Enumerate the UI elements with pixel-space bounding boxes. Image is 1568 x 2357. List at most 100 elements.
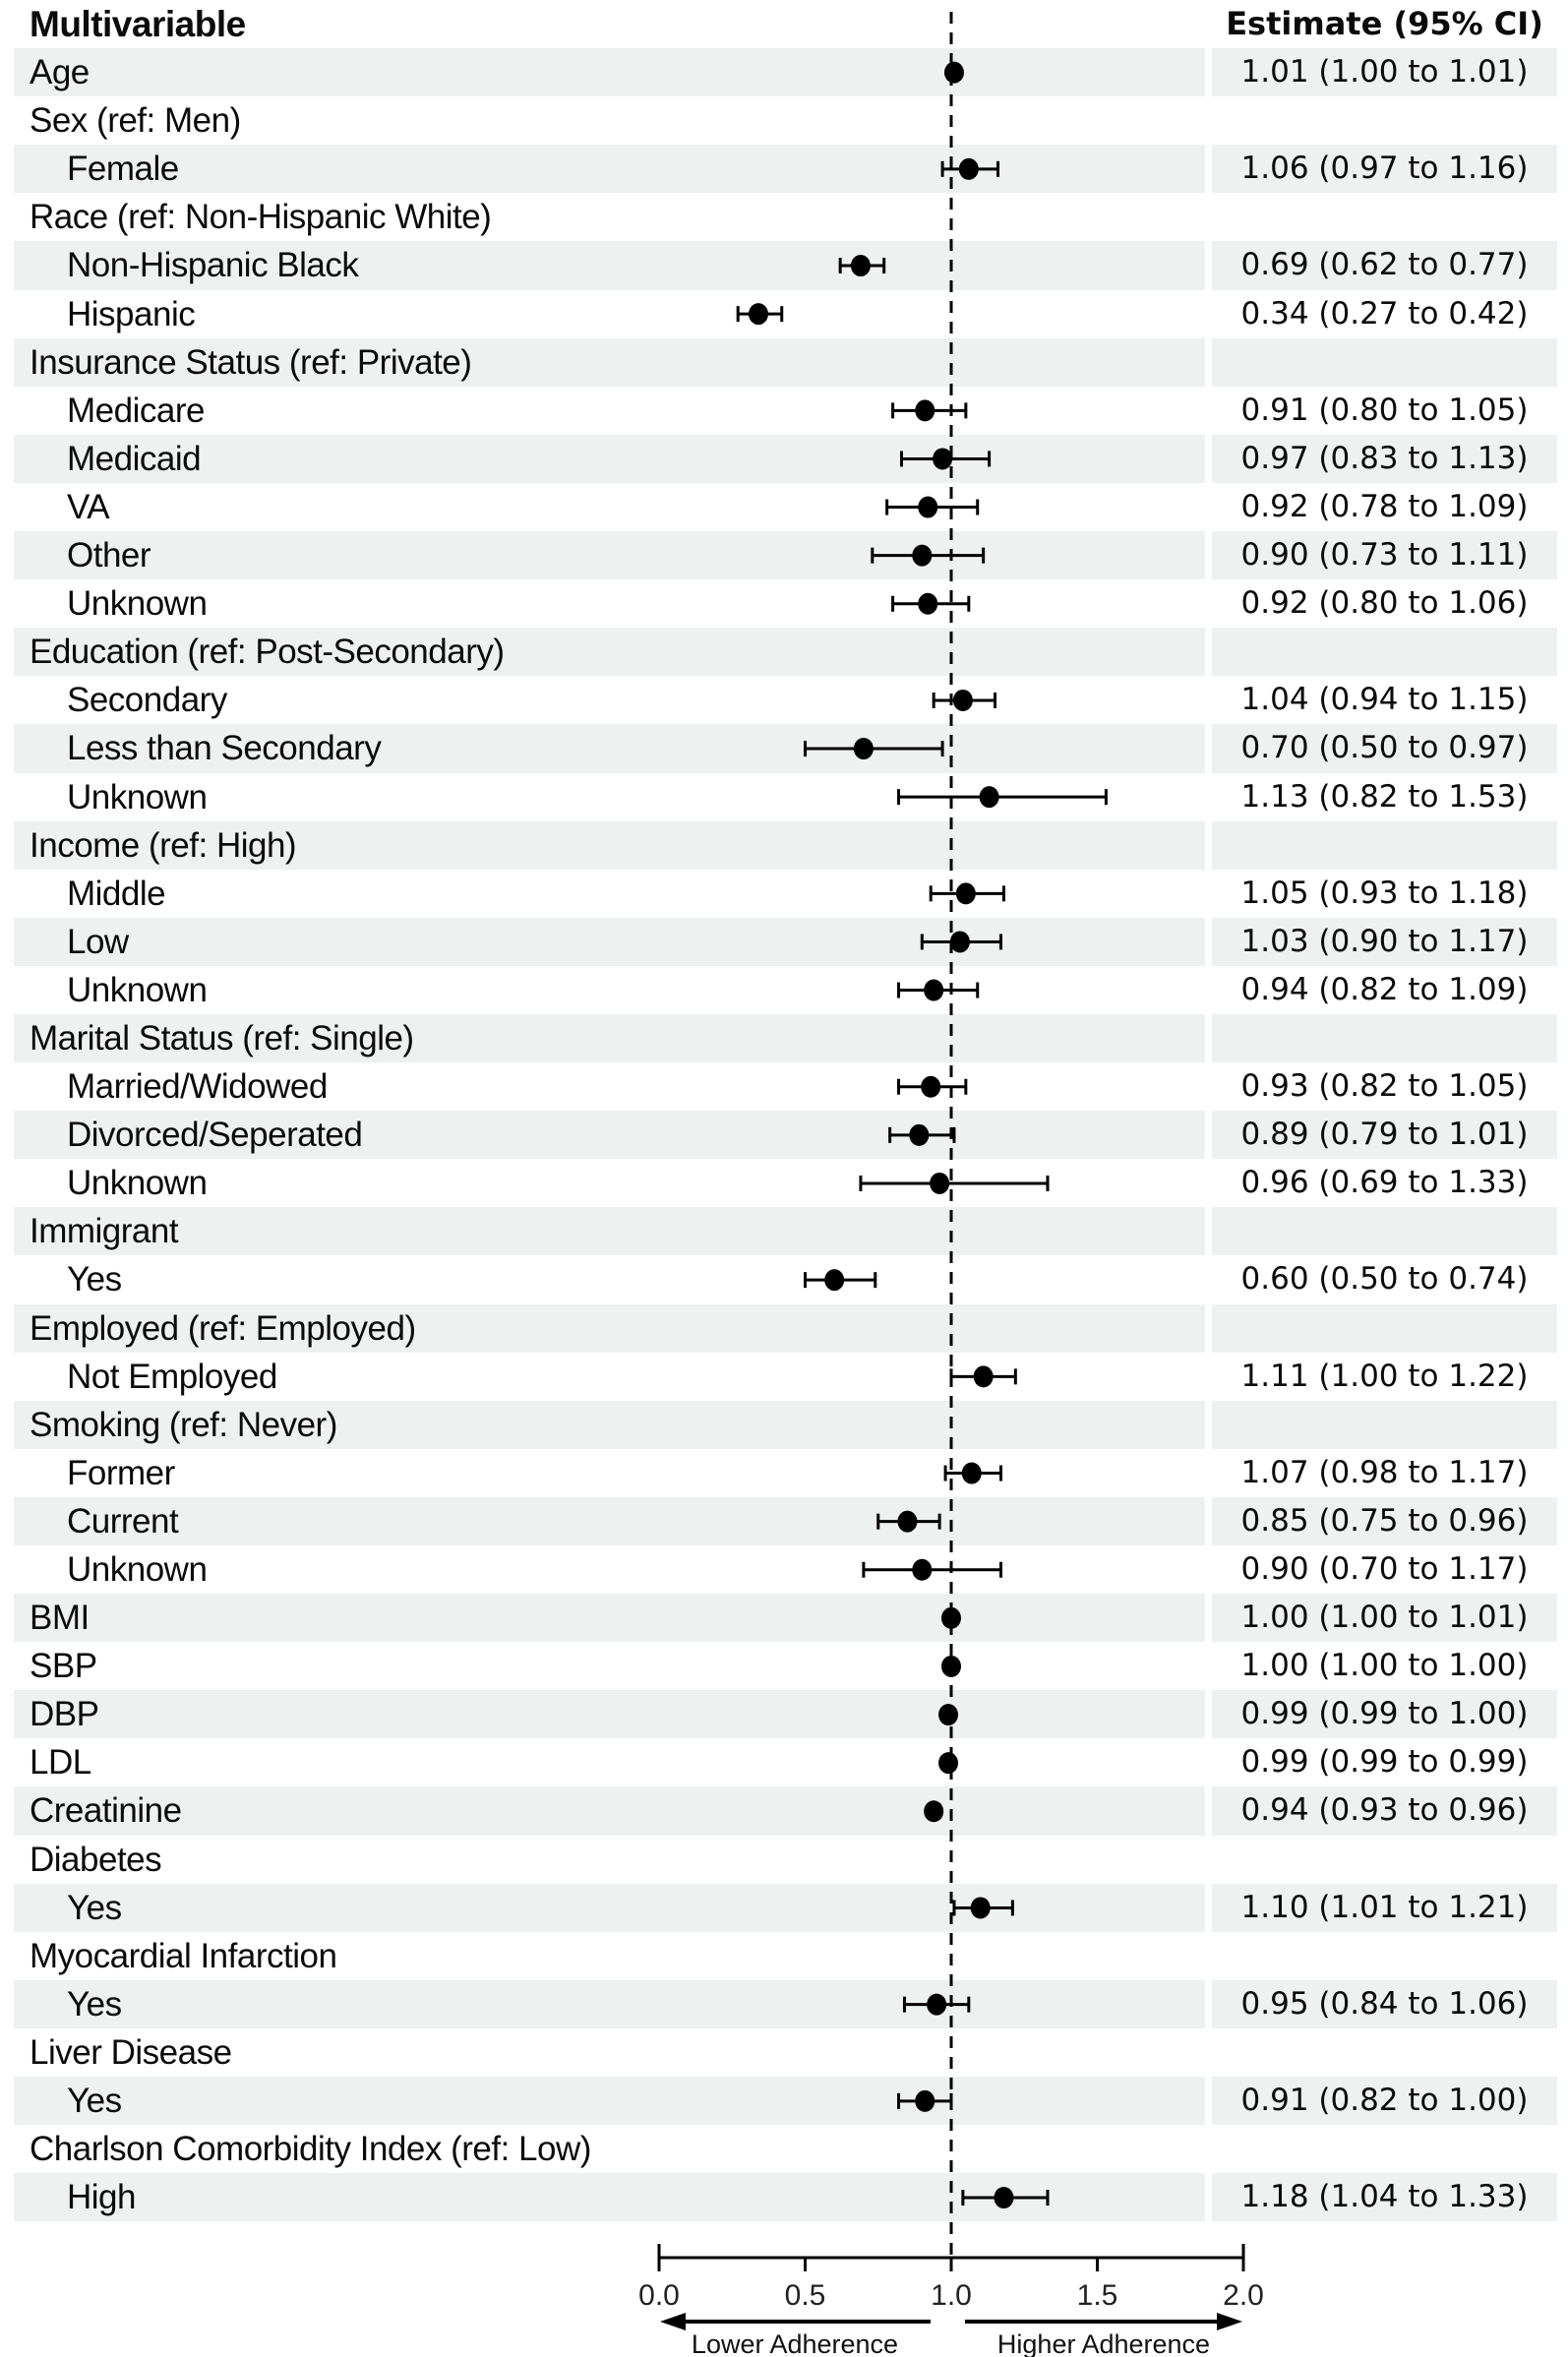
row-estimate: 0.94 (0.82 to 1.09) (1240, 971, 1529, 1007)
row-label-indented: Less than Secondary (67, 729, 382, 768)
row-label-indented: Yes (67, 1888, 122, 1927)
row-stripe (14, 1786, 1205, 1836)
row-label: DBP (30, 1695, 99, 1734)
row-estimate: 0.95 (0.84 to 1.06) (1240, 1985, 1529, 2022)
table-row: LDL 0.99 (0.99 to 0.99) (0, 1738, 1568, 1786)
higher-adherence-label: Higher Adherence (997, 2329, 1210, 2357)
estimate-column-header: Estimate (95% CI) (1226, 5, 1543, 42)
row-label-indented: Yes (67, 1984, 122, 2024)
row-stripe (1212, 1496, 1557, 1545)
row-stripe (14, 434, 1205, 483)
row-estimate: 0.91 (0.80 to 1.05) (1240, 392, 1529, 428)
row-stripe (1212, 1786, 1557, 1836)
row-stripe (1212, 1594, 1557, 1643)
direction-arrows: Lower Adherence Higher Adherence (660, 2313, 1242, 2357)
row-label-indented: Current (67, 1501, 179, 1541)
row-estimate: 1.05 (0.93 to 1.18) (1240, 875, 1529, 911)
row-label-indented: Former (67, 1453, 175, 1492)
row-label: Creatinine (30, 1791, 182, 1831)
table-row: Divorced/Seperated 0.89 (0.79 to 1.01) (0, 1111, 1568, 1160)
table-row: Insurance Status (ref: Private) (0, 337, 1568, 387)
x-axis-tick-label: 0.0 (638, 2279, 680, 2312)
x-axis-tick-label: 0.5 (785, 2279, 826, 2312)
table-row: Female 1.06 (0.97 to 1.16) (0, 145, 1568, 194)
row-estimate: 0.90 (0.73 to 1.11) (1240, 537, 1529, 574)
table-row: Yes 1.10 (1.01 to 1.21) (0, 1883, 1568, 1932)
row-label-indented: Married/Widowed (67, 1067, 328, 1107)
row-estimate: 0.93 (0.82 to 1.05) (1240, 1068, 1529, 1105)
row-label-indented: Unknown (67, 1164, 208, 1203)
row-label-indented: Yes (67, 1260, 122, 1299)
row-stripe (14, 1883, 1205, 1932)
row-estimate: 0.85 (0.75 to 0.96) (1240, 1502, 1529, 1539)
row-label: Sex (ref: Men) (30, 101, 241, 141)
row-label: Immigrant (30, 1212, 179, 1251)
row-stripe (14, 1690, 1205, 1739)
table-row: Education (ref: Post-Secondary) (0, 628, 1568, 677)
row-stripe (1212, 1883, 1557, 1932)
table-row: High 1.18 (1.04 to 1.33) (0, 2173, 1568, 2222)
x-axis-tick-label: 1.5 (1077, 2279, 1118, 2312)
row-stripe (1212, 724, 1557, 773)
table-row: BMI 1.00 (1.00 to 1.01) (0, 1594, 1568, 1643)
row-label-indented: Other (67, 536, 151, 575)
row-label: Charlson Comorbidity Index (ref: Low) (30, 2130, 591, 2169)
row-estimate: 0.90 (0.70 to 1.17) (1240, 1551, 1529, 1587)
row-estimate: 1.13 (0.82 to 1.53) (1240, 778, 1529, 815)
table-row: Former 1.07 (0.98 to 1.17) (0, 1449, 1568, 1497)
row-stripe (1212, 917, 1557, 966)
row-stripe (1212, 1013, 1557, 1063)
table-row: Sex (ref: Men) (0, 96, 1568, 145)
table-row: Charlson Comorbidity Index (ref: Low) (0, 2125, 1568, 2173)
row-stripe (14, 1013, 1205, 1063)
row-stripe (14, 145, 1205, 194)
table-row: VA 0.92 (0.78 to 1.09) (0, 483, 1568, 531)
table-row: Current 0.85 (0.75 to 0.96) (0, 1496, 1568, 1545)
table-row: Yes 0.91 (0.82 to 1.00) (0, 2077, 1568, 2126)
table-row: Unknown 0.92 (0.80 to 1.06) (0, 579, 1568, 628)
row-stripe (14, 820, 1205, 870)
row-label: LDL (30, 1743, 91, 1783)
table-row: Employed (ref: Employed) (0, 1303, 1568, 1353)
row-label-indented: Unknown (67, 584, 208, 624)
row-label: Employed (ref: Employed) (30, 1308, 416, 1348)
table-row: Unknown 1.13 (0.82 to 1.53) (0, 773, 1568, 821)
row-label: BMI (30, 1599, 90, 1638)
row-stripe (14, 1594, 1205, 1643)
row-estimate: 0.92 (0.78 to 1.09) (1240, 488, 1529, 524)
row-stripe (1212, 1690, 1557, 1739)
row-stripe (14, 1111, 1205, 1160)
table-row: Income (ref: High) (0, 820, 1568, 870)
row-label-indented: Female (67, 150, 179, 189)
row-stripe (14, 2173, 1205, 2222)
table-row: Immigrant (0, 1207, 1568, 1256)
table-row: Other 0.90 (0.73 to 1.11) (0, 531, 1568, 580)
forest-plot-rows: Multivariable Estimate (95% CI) Age 1.01 … (0, 0, 1568, 2222)
lower-adherence-label: Lower Adherence (692, 2329, 898, 2357)
table-row: Creatinine 0.94 (0.93 to 0.96) (0, 1786, 1568, 1836)
row-stripe (14, 48, 1205, 97)
row-estimate: 0.94 (0.93 to 0.96) (1240, 1792, 1529, 1829)
table-row: Race (ref: Non-Hispanic White) (0, 193, 1568, 241)
row-stripe (14, 337, 1205, 387)
table-row: Not Employed 1.11 (1.00 to 1.22) (0, 1353, 1568, 1401)
row-estimate: 0.69 (0.62 to 0.77) (1240, 247, 1529, 283)
row-label-indented: Unknown (67, 777, 208, 816)
row-label: Marital Status (ref: Single) (30, 1018, 414, 1058)
row-label: Smoking (ref: Never) (30, 1405, 337, 1444)
row-estimate: 0.91 (0.82 to 1.00) (1240, 2083, 1529, 2119)
row-stripe (14, 917, 1205, 966)
row-stripe (1212, 2173, 1557, 2222)
row-estimate: 0.96 (0.69 to 1.33) (1240, 1165, 1529, 1201)
row-stripe (1212, 1207, 1557, 1256)
row-stripe (14, 1303, 1205, 1353)
row-estimate: 1.07 (0.98 to 1.17) (1240, 1454, 1529, 1490)
table-row: Unknown 0.90 (0.70 to 1.17) (0, 1545, 1568, 1594)
row-estimate: 0.89 (0.79 to 1.01) (1240, 1117, 1529, 1153)
table-row: Secondary 1.04 (0.94 to 1.15) (0, 676, 1568, 724)
row-label-indented: Unknown (67, 1550, 208, 1589)
header-row: Multivariable Estimate (95% CI) (0, 0, 1568, 48)
row-estimate: 1.11 (1.00 to 1.22) (1240, 1358, 1529, 1394)
row-estimate: 1.04 (0.94 to 1.15) (1240, 682, 1529, 718)
